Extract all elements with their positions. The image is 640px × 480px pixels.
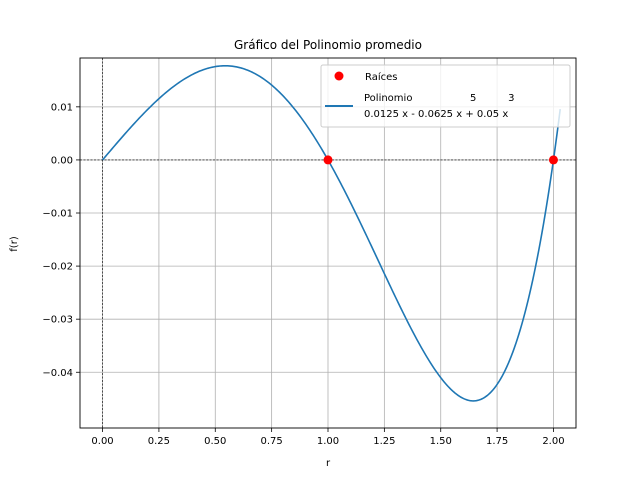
x-tick-label: 2.00: [542, 436, 564, 447]
y-tick-label: −0.02: [42, 262, 73, 273]
x-tick-label: 0.00: [91, 436, 113, 447]
legend-scatter-marker: [334, 71, 344, 81]
y-tick-label: −0.04: [42, 368, 73, 379]
legend-line-label: Polinomio: [364, 93, 412, 104]
root-point: [323, 155, 333, 165]
legend-formula: 0.0125 x - 0.0625 x + 0.05 x: [364, 109, 508, 120]
y-tick-label: 0.00: [51, 155, 73, 166]
y-tick-label: −0.01: [42, 209, 73, 220]
legend-exponents: 5 3: [470, 93, 515, 104]
x-tick-label: 1.25: [373, 436, 395, 447]
legend: Raíces Polinomio 5 3 0.0125 x - 0.0625 x…: [320, 64, 571, 128]
y-tick-label: 0.01: [51, 102, 73, 113]
x-tick-label: 1.50: [430, 436, 452, 447]
root-point: [548, 155, 558, 165]
polynomial-series-line: [101, 64, 562, 402]
x-tick-label: 1.00: [317, 436, 339, 447]
legend-scatter-label: Raíces: [365, 71, 398, 83]
x-tick-label: 0.25: [148, 436, 170, 447]
y-tick-label: −0.03: [42, 315, 73, 326]
x-tick-label: 0.75: [261, 436, 283, 447]
x-tick-label: 1.75: [486, 436, 508, 447]
legend-frame: [320, 64, 571, 128]
x-axis-label: r: [326, 458, 331, 469]
chart-title: Gráfico del Polinomio promedio: [234, 38, 422, 52]
y-axis-label: f(r): [9, 236, 20, 252]
x-tick-label: 0.50: [204, 436, 226, 447]
